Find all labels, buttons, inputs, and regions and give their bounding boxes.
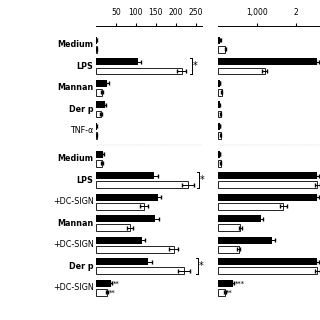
Bar [218, 160, 220, 167]
Bar [218, 151, 220, 158]
Bar [218, 46, 225, 53]
Text: +DC-SIGN: +DC-SIGN [53, 197, 94, 206]
Bar [96, 203, 144, 210]
Text: *: * [193, 61, 198, 71]
Text: +DC-SIGN: +DC-SIGN [53, 240, 94, 249]
Bar [218, 181, 317, 188]
Text: ***: *** [235, 280, 245, 286]
Bar [96, 68, 182, 74]
Bar [96, 151, 103, 158]
Bar [218, 203, 283, 210]
Bar [218, 289, 225, 296]
Text: +DC-SIGN: +DC-SIGN [53, 283, 94, 292]
Text: Der p: Der p [69, 105, 94, 114]
Text: Mannan: Mannan [57, 219, 94, 228]
Bar [96, 46, 97, 53]
Text: **: ** [109, 289, 116, 295]
Text: **: ** [113, 280, 120, 286]
Bar [218, 80, 220, 87]
Bar [96, 181, 188, 188]
Bar [218, 172, 317, 179]
Bar [218, 132, 220, 139]
Bar [218, 101, 220, 108]
Bar [96, 289, 107, 296]
Text: Medium: Medium [58, 40, 94, 50]
Bar [218, 110, 220, 117]
Bar [96, 132, 97, 139]
Bar [96, 215, 155, 222]
Text: LPS: LPS [77, 176, 94, 185]
Bar [96, 194, 158, 201]
Bar [96, 268, 184, 274]
Bar [96, 37, 97, 44]
Bar [96, 101, 105, 108]
Bar [218, 259, 317, 265]
Bar [218, 89, 222, 96]
Bar [96, 280, 111, 287]
Text: TNF-α: TNF-α [70, 126, 94, 135]
Bar [96, 224, 130, 231]
Bar [96, 59, 138, 65]
Bar [218, 194, 317, 201]
Bar [96, 80, 107, 87]
Bar [218, 59, 317, 65]
Bar [96, 123, 97, 130]
Bar [218, 246, 239, 253]
Bar [218, 280, 233, 287]
Bar [96, 89, 102, 96]
Bar [96, 110, 101, 117]
Bar [218, 268, 317, 274]
Bar [218, 237, 272, 244]
Bar [218, 68, 265, 74]
Bar [96, 246, 174, 253]
Text: LPS: LPS [77, 62, 94, 71]
Text: *: * [198, 261, 203, 271]
Bar [96, 160, 102, 167]
Text: Mannan: Mannan [57, 84, 94, 92]
Text: Der p: Der p [69, 262, 94, 271]
Text: *: * [200, 175, 204, 185]
Bar [218, 224, 240, 231]
Bar [96, 237, 142, 244]
Bar [96, 259, 148, 265]
Bar [218, 123, 220, 130]
Bar [218, 37, 220, 44]
Bar [96, 172, 154, 179]
Bar [218, 215, 260, 222]
Text: **: ** [226, 289, 233, 295]
Text: Medium: Medium [58, 154, 94, 164]
